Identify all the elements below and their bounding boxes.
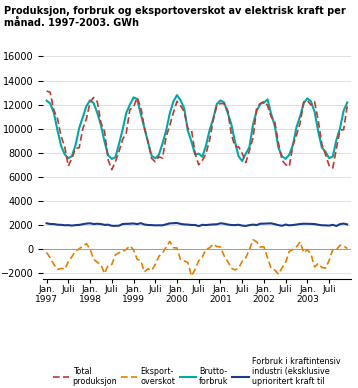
Text: Produksjon, forbruk og eksportoverskot av elektrisk kraft per månad. 1997-2003. : Produksjon, forbruk og eksportoverskot a… xyxy=(4,6,345,28)
Legend: Total
produksjon, Eksport-
overskot, Brutto-
forbruk, Forbruk i kraftintensiv
in: Total produksjon, Eksport- overskot, Bru… xyxy=(53,357,340,388)
